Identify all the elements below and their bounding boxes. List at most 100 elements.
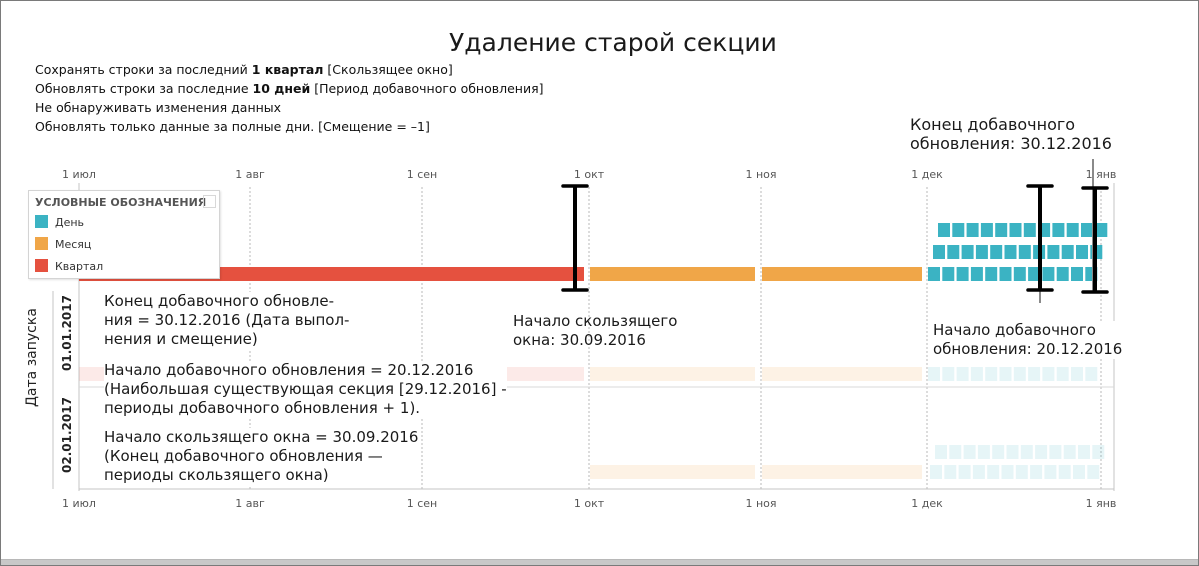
legend-item-quarter: Квартал bbox=[35, 259, 103, 273]
day-partition bbox=[985, 267, 998, 281]
day-partition-faded bbox=[1001, 465, 1014, 479]
day-partition bbox=[961, 245, 974, 259]
day-partition bbox=[966, 223, 979, 237]
month-partition-faded bbox=[762, 465, 922, 479]
day-partition-faded bbox=[987, 465, 1000, 479]
day-partition bbox=[1004, 245, 1017, 259]
diagram-title: Удаление старой секции bbox=[449, 28, 777, 57]
day-partition-faded bbox=[1085, 367, 1098, 381]
tick-label-bottom: 1 авг bbox=[235, 497, 265, 510]
day-partition-faded bbox=[930, 465, 942, 479]
annotation-refresh-start-formula: Начало добавочного обновления = 20.12.20… bbox=[104, 361, 507, 418]
day-partition bbox=[1052, 223, 1065, 237]
day-partition-faded bbox=[935, 445, 947, 459]
day-partition-faded bbox=[970, 367, 983, 381]
annotation-refresh-start: Начало добавочного обновления: 20.12.201… bbox=[933, 321, 1123, 359]
day-partition bbox=[1042, 267, 1055, 281]
day-partition-faded bbox=[992, 445, 1005, 459]
annotation-refresh-end-formula: Конец добавочного обновле- ния = 30.12.2… bbox=[104, 292, 354, 349]
legend-title: УСЛОВНЫЕ ОБОЗНАЧЕНИЯ bbox=[35, 196, 207, 209]
setting-line: Обновлять строки за последние 10 дней [П… bbox=[35, 81, 544, 96]
row-label-second: 02.01.2017 bbox=[60, 397, 74, 473]
day-partition bbox=[952, 223, 965, 237]
legend-item-month: Месяц bbox=[35, 237, 91, 251]
day-partition-faded bbox=[1087, 465, 1100, 479]
tick-label-bottom: 1 окт bbox=[574, 497, 605, 510]
day-partition-faded bbox=[949, 445, 962, 459]
day-partition-faded bbox=[1035, 445, 1048, 459]
legend: УСЛОВНЫЕ ОБОЗНАЧЕНИЯ День Месяц Квартал bbox=[28, 190, 220, 279]
day-partition bbox=[980, 223, 993, 237]
day-partition-faded bbox=[1073, 465, 1085, 479]
day-partition-faded bbox=[977, 445, 990, 459]
day-partition bbox=[975, 245, 988, 259]
tick-label-top: 1 сен bbox=[407, 168, 438, 181]
day-partition bbox=[942, 267, 955, 281]
day-partition-faded bbox=[1044, 465, 1057, 479]
day-partition-faded bbox=[1006, 445, 1019, 459]
day-partition bbox=[970, 267, 983, 281]
day-partition bbox=[956, 267, 969, 281]
day-partition bbox=[1095, 223, 1108, 237]
day-partition-faded bbox=[1071, 367, 1083, 381]
day-partition-faded bbox=[1030, 465, 1043, 479]
day-partition-faded bbox=[1049, 445, 1062, 459]
day-partition bbox=[938, 223, 950, 237]
tick-label-bottom: 1 сен bbox=[407, 497, 438, 510]
day-partition-faded bbox=[1013, 367, 1026, 381]
day-partition bbox=[995, 223, 1008, 237]
day-partition-faded bbox=[1015, 465, 1028, 479]
day-partition-faded bbox=[942, 367, 955, 381]
month-partition-oct bbox=[590, 267, 755, 281]
tick-label-top: 1 дек bbox=[911, 168, 943, 181]
day-partition-faded bbox=[1058, 465, 1071, 479]
tick-label-bottom: 1 дек bbox=[911, 497, 943, 510]
day-partition-faded bbox=[999, 367, 1012, 381]
annotation-window-start: Начало скользящего окна: 30.09.2016 bbox=[513, 312, 678, 349]
legend-swatch-day bbox=[35, 215, 48, 228]
day-partition-faded bbox=[944, 465, 957, 479]
day-partition-faded bbox=[972, 465, 985, 479]
day-partition-faded bbox=[985, 367, 998, 381]
tick-label-top: 1 авг bbox=[235, 168, 265, 181]
month-partition-nov bbox=[762, 267, 922, 281]
day-partition-faded bbox=[928, 367, 940, 381]
tick-label-top: 1 июл bbox=[62, 168, 96, 181]
day-partition-faded bbox=[1056, 367, 1069, 381]
month-partition-faded bbox=[590, 367, 755, 381]
day-partition bbox=[1018, 245, 1031, 259]
day-partition bbox=[1066, 223, 1079, 237]
tick-label-top: 1 янв bbox=[1086, 168, 1117, 181]
day-partition-faded bbox=[1042, 367, 1055, 381]
day-partition-faded bbox=[963, 445, 976, 459]
day-partition bbox=[1009, 223, 1022, 237]
day-partition bbox=[933, 245, 945, 259]
legend-swatch-quarter bbox=[35, 259, 48, 272]
day-partition-faded bbox=[1020, 445, 1033, 459]
month-partition-faded bbox=[762, 367, 922, 381]
day-partition bbox=[1028, 267, 1041, 281]
day-partition-faded bbox=[1028, 367, 1041, 381]
y-axis-label: Дата запуска bbox=[24, 308, 40, 407]
tick-label-bottom: 1 ноя bbox=[745, 497, 776, 510]
setting-line: Сохранять строки за последний 1 квартал … bbox=[35, 62, 453, 77]
day-partition bbox=[1071, 267, 1083, 281]
tick-label-top: 1 ноя bbox=[745, 168, 776, 181]
legend-toggle-icon[interactable] bbox=[203, 195, 216, 208]
day-partition bbox=[1061, 245, 1074, 259]
annotation-window-start-formula: Начало скользящего окна = 30.09.2016 (Ко… bbox=[104, 428, 419, 485]
annotation-refresh-end: Конец добавочного обновления: 30.12.2016 bbox=[910, 115, 1112, 153]
day-partition bbox=[1047, 245, 1060, 259]
setting-line: Обновлять только данные за полные дни. [… bbox=[35, 119, 430, 134]
month-partition-faded bbox=[590, 465, 755, 479]
tick-label-bottom: 1 янв bbox=[1086, 497, 1117, 510]
settings-block: Сохранять строки за последний 1 квартал … bbox=[35, 60, 543, 136]
day-partition bbox=[1056, 267, 1069, 281]
tick-label-bottom: 1 июл bbox=[62, 497, 96, 510]
day-partition-faded bbox=[958, 465, 971, 479]
tick-label-top: 1 окт bbox=[574, 168, 605, 181]
day-partition bbox=[1081, 223, 1093, 237]
day-partition bbox=[1023, 223, 1036, 237]
day-partition bbox=[928, 267, 940, 281]
